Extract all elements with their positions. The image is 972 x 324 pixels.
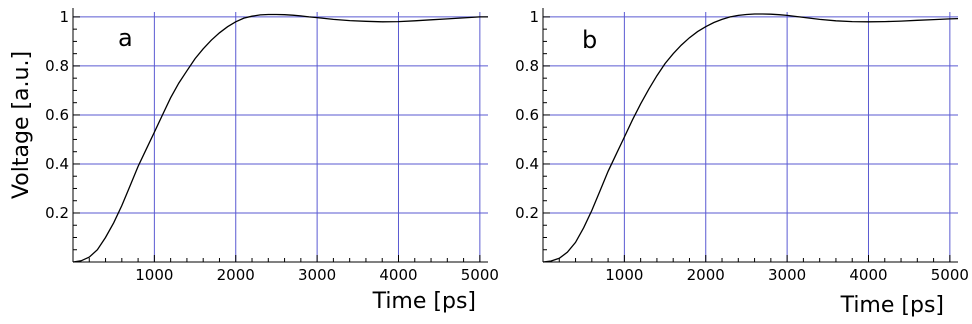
tick-labels: 0.2 0.4 0.6 0.8 1 1000 2000 3000 4000 5000 [45,8,499,284]
series [542,13,959,263]
x-tick-label: 1000 [605,266,643,284]
y-tick-label: 0.6 [45,106,69,124]
x-tick-label: 5000 [461,266,499,284]
y-tick-label: 1 [529,8,539,26]
y-tick-label: 0.4 [515,155,539,173]
x-tick-label: 4000 [379,266,417,284]
y-axis-title: Voltage [a.u.] [9,51,34,199]
x-tick-label: 2000 [687,266,725,284]
y-tick-label: 1 [59,8,69,26]
chart-panel-b: 0.2 0.4 0.6 0.8 1 1000 2000 3000 4000 5000 b Time… [515,8,969,318]
y-tick-label: 0.6 [515,106,539,124]
x-tick-label: 5000 [931,266,969,284]
y-tick-label: 0.4 [45,155,69,173]
series-line [72,13,488,263]
y-tick-label: 0.2 [515,204,539,222]
x-axis-title: Time [ps] [372,289,476,314]
y-tick-label: 0.2 [45,204,69,222]
grid-lines [543,12,958,262]
panel-label: a [118,24,133,52]
series [72,13,488,263]
panel-label: b [582,26,597,54]
x-tick-label: 4000 [849,266,887,284]
x-tick-label: 3000 [768,266,806,284]
chart-panel-a: 0.2 0.4 0.6 0.8 1 1000 2000 3000 4000 5000 a Time… [9,8,499,314]
x-tick-label: 3000 [298,266,336,284]
x-tick-label: 2000 [217,266,255,284]
axes [72,8,488,263]
tick-labels: 0.2 0.4 0.6 0.8 1 1000 2000 3000 4000 5000 [515,8,969,284]
x-tick-label: 1000 [135,266,173,284]
x-axis-title: Time [ps] [840,293,944,318]
series-line [542,13,959,263]
axes [542,8,958,263]
grid-lines [73,12,488,262]
y-tick-label: 0.8 [45,57,69,75]
y-tick-label: 0.8 [515,57,539,75]
